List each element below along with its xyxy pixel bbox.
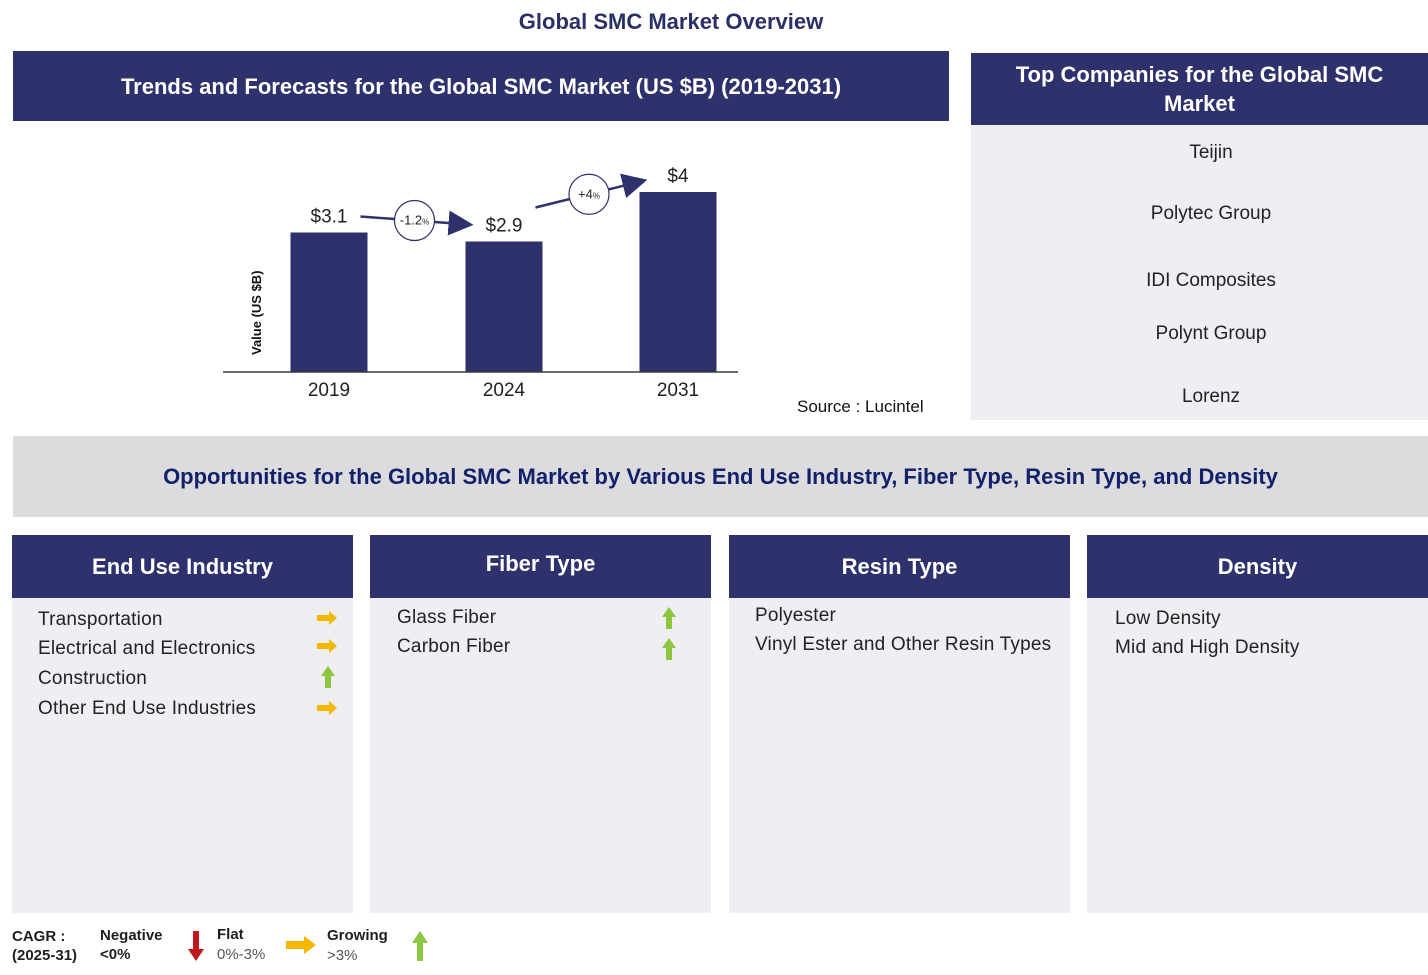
data-label: $4 bbox=[667, 166, 689, 187]
legend-flat-label: Flat bbox=[217, 926, 244, 943]
legend-growing-range: >3% bbox=[327, 947, 358, 964]
flat-arrow-icon bbox=[286, 936, 316, 954]
segment-header: Resin Type bbox=[729, 535, 1070, 598]
page-title: Global SMC Market Overview bbox=[518, 9, 824, 34]
flat-arrow-icon bbox=[317, 701, 337, 715]
flat-arrow-icon bbox=[317, 611, 337, 625]
segment-item: Glass Fiber bbox=[397, 607, 497, 628]
legend-negative-range: <0% bbox=[100, 946, 131, 963]
down-arrow-icon bbox=[188, 931, 204, 961]
company-item: Polytec Group bbox=[1150, 203, 1272, 224]
up-arrow-icon bbox=[412, 931, 428, 961]
x-tick-label: 2024 bbox=[483, 380, 526, 401]
data-label: $2.9 bbox=[486, 216, 523, 237]
bar-2024 bbox=[465, 241, 543, 372]
segment-item: Electrical and Electronics bbox=[38, 638, 256, 659]
cagr-badge-text: -1.2% bbox=[400, 213, 430, 228]
segment-header: End Use Industry bbox=[12, 535, 353, 598]
companies-header: Top Companies for the Global SMC Market bbox=[971, 53, 1428, 125]
legend-flat-range: 0%-3% bbox=[217, 946, 266, 963]
company-item: Polynt Group bbox=[1155, 323, 1267, 344]
segment-item: Carbon Fiber bbox=[397, 636, 511, 657]
bar-chart: $3.1 2019 $2.9 2024 $4 2031 Value (US $B) -1.… bbox=[223, 166, 738, 401]
companies-list: Teijin Polytec Group IDI Composites Poly… bbox=[971, 125, 1428, 420]
y-axis-label: Value (US $B) bbox=[249, 270, 264, 355]
segment-item: Transportation bbox=[38, 609, 163, 630]
cagr-badge bbox=[568, 173, 610, 215]
legend-cagr-label: CAGR : bbox=[12, 928, 66, 945]
company-item: Lorenz bbox=[1181, 386, 1241, 407]
data-label: $3.1 bbox=[311, 207, 348, 228]
x-tick-label: 2031 bbox=[657, 380, 699, 401]
flat-arrow-icon bbox=[317, 639, 337, 653]
segment-header: Density bbox=[1087, 535, 1428, 598]
segment-item: Vinyl Ester and Other Resin Types bbox=[755, 634, 1052, 655]
chart-source: Source : Lucintel bbox=[797, 397, 924, 416]
segment-item: Polyester bbox=[755, 605, 837, 626]
segment-fiber-type: Fiber Type Glass Fiber Carbon Fiber bbox=[370, 535, 711, 913]
bar-2031 bbox=[639, 192, 717, 372]
up-arrow-icon bbox=[321, 666, 335, 688]
segment-end-use-industry: End Use Industry Transportation Electric… bbox=[12, 535, 353, 913]
legend-negative-label: Negative bbox=[100, 927, 163, 944]
segment-item: Other End Use Industries bbox=[38, 698, 257, 719]
company-item: IDI Composites bbox=[1146, 270, 1276, 291]
bar-2019 bbox=[290, 232, 368, 372]
segment-item: Low Density bbox=[1115, 608, 1221, 629]
opportunities-banner: Opportunities for the Global SMC Market … bbox=[13, 436, 1428, 517]
legend-growing-label: Growing bbox=[327, 927, 388, 944]
segment-density: Density Low Density Mid and High Density bbox=[1087, 535, 1428, 913]
chart-panel-header: Trends and Forecasts for the Global SMC … bbox=[13, 51, 949, 121]
segment-header: Fiber Type bbox=[370, 535, 711, 598]
segment-item: Construction bbox=[38, 668, 148, 689]
company-item: Teijin bbox=[1189, 142, 1233, 163]
cagr-badge bbox=[393, 199, 436, 242]
x-tick-label: 2019 bbox=[308, 380, 350, 401]
segment-item: Mid and High Density bbox=[1115, 637, 1300, 658]
legend-cagr-period: (2025-31) bbox=[12, 947, 78, 964]
segment-resin-type: Resin Type Polyester Vinyl Ester and Oth… bbox=[729, 535, 1070, 913]
up-arrow-icon bbox=[662, 638, 676, 660]
up-arrow-icon bbox=[662, 607, 676, 629]
